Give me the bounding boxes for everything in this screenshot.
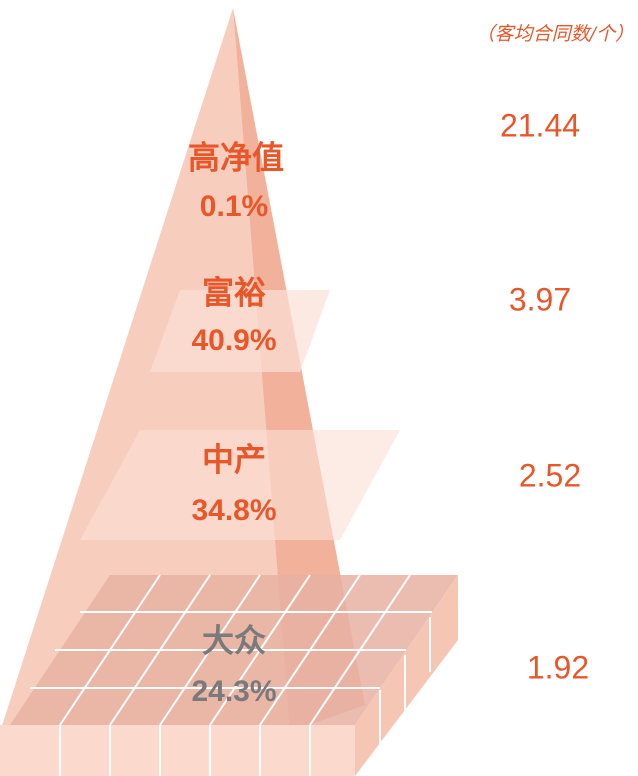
level-share: 24.3%	[191, 675, 276, 708]
level-label: 大众	[202, 622, 266, 660]
level-label: 富裕	[202, 274, 266, 312]
level-contracts: 21.44	[500, 107, 580, 143]
pyramid-diagram: （客均合同数/个） 高净值 0.1% 21.44 富裕 40.9% 3.97 中…	[0, 0, 638, 776]
level-share: 34.8%	[191, 494, 276, 527]
level-label: 高净值	[188, 139, 284, 177]
level-share: 40.9%	[191, 324, 276, 357]
unit-note: （客均合同数/个）	[476, 23, 634, 45]
level-label: 中产	[202, 441, 266, 479]
base-front	[0, 725, 355, 776]
level-contracts: 3.97	[509, 281, 571, 317]
level-contracts: 2.52	[519, 457, 581, 493]
level-contracts: 1.92	[527, 649, 589, 685]
level-share: 0.1%	[200, 190, 268, 223]
